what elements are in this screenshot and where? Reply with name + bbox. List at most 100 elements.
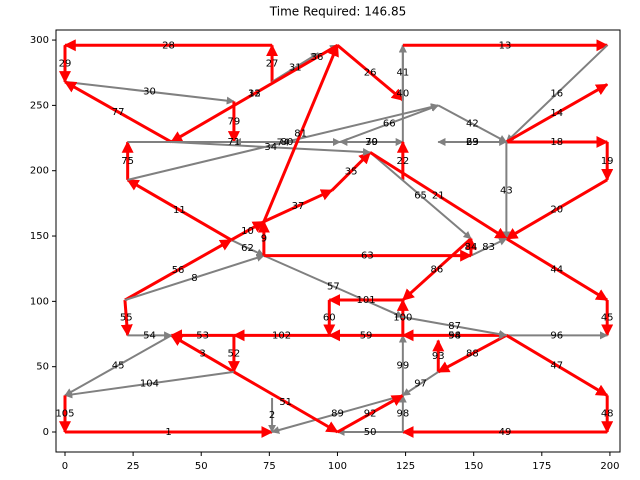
edge-label: 26 — [364, 68, 377, 79]
edge-arrow — [336, 44, 404, 102]
edge-arrow — [505, 237, 609, 302]
edge-arrow — [271, 394, 404, 434]
edge-label: 53 — [196, 330, 209, 341]
x-tick-label: 175 — [532, 461, 551, 472]
x-tick-label: 200 — [600, 461, 619, 472]
edge-label: 100 — [393, 313, 412, 324]
x-tick-label: 75 — [263, 461, 276, 472]
edge-label: 43 — [500, 185, 513, 196]
edge-label: 87 — [448, 321, 461, 332]
edge-arrow — [262, 44, 339, 223]
edge-arrow — [170, 334, 235, 374]
edge-label: 70 — [365, 137, 378, 148]
edge-arrow — [470, 237, 508, 257]
edge-label: 35 — [345, 166, 358, 177]
edge-label: 97 — [414, 379, 427, 390]
edge-label: 42 — [466, 119, 479, 130]
edge-arrow — [505, 83, 609, 144]
plot-frame — [55, 29, 621, 453]
edge-label: 18 — [550, 137, 563, 148]
edge-label: 13 — [499, 40, 512, 51]
edge-label: 105 — [55, 409, 74, 420]
edge-label: 56 — [172, 265, 185, 276]
y-tick-label: 250 — [30, 100, 49, 111]
edge-label: 104 — [140, 379, 159, 390]
edge-arrow — [505, 178, 608, 240]
edge-label: 8 — [191, 273, 197, 284]
edge-label: 94 — [448, 330, 461, 341]
edge-arrow — [437, 104, 508, 143]
edge-label: 36 — [311, 52, 324, 63]
edge-label: 45 — [112, 360, 125, 371]
x-tick-label: 0 — [62, 461, 68, 472]
edge-arrow — [64, 80, 235, 105]
edges — [58, 39, 614, 439]
y-tick-label: 200 — [30, 166, 49, 177]
edge-label: 20 — [550, 204, 563, 215]
edge-label: 12 — [248, 89, 261, 100]
edge-label: 23 — [466, 137, 479, 148]
edge-label: 11 — [173, 205, 186, 216]
edge-label: 86 — [431, 264, 444, 275]
edge-label: 30 — [143, 87, 156, 98]
y-tick-label: 50 — [36, 362, 49, 373]
edge-label: 51 — [279, 397, 292, 408]
edge-label: 74 — [277, 138, 290, 149]
edge-label: 10 — [241, 226, 254, 237]
edge-arrow — [230, 220, 265, 242]
edge-label: 52 — [228, 349, 241, 360]
edge-label: 45 — [601, 313, 614, 324]
edge-label: 65 — [414, 191, 427, 202]
edge-label: 39 — [365, 137, 378, 148]
edge-arrow — [330, 151, 372, 192]
edge-label: 29 — [59, 59, 72, 70]
edge-label: 37 — [292, 201, 305, 212]
edge-label: 79 — [228, 117, 241, 128]
edge-label: 60 — [323, 313, 336, 324]
edge-label: 31 — [289, 62, 302, 73]
edge-label: 83 — [482, 242, 495, 253]
edge-arrow — [401, 237, 472, 302]
edge-label: 14 — [550, 108, 563, 119]
edge-label: 58 — [448, 330, 461, 341]
y-tick-label: 150 — [30, 231, 49, 242]
x-tick-label: 125 — [396, 461, 415, 472]
edge-label: 99 — [396, 360, 409, 371]
edge-label: 50 — [364, 427, 377, 438]
edge-label: 44 — [550, 264, 563, 275]
x-tick-label: 100 — [328, 461, 347, 472]
x-tick-label: 50 — [195, 461, 208, 472]
edge-label: 47 — [550, 360, 563, 371]
edge-arrow — [505, 44, 608, 143]
edge-label: 1 — [165, 427, 171, 438]
edge-label: 22 — [396, 156, 409, 167]
edge-arrow — [230, 239, 265, 257]
edge-label: 3 — [199, 349, 205, 360]
edge-label: 71 — [228, 137, 241, 148]
y-tick-label: 300 — [30, 35, 49, 46]
edge-label: 93 — [432, 351, 445, 362]
edge-label: 96 — [550, 330, 563, 341]
edge-arrow — [263, 188, 334, 224]
edge-label: 21 — [432, 191, 445, 202]
edge-label: 62 — [241, 243, 254, 254]
edge-arrow — [402, 316, 508, 339]
edge-label: 59 — [360, 330, 373, 341]
x-tick-label: 150 — [464, 461, 483, 472]
edge-arrow — [263, 254, 404, 318]
edge-label: 66 — [383, 119, 396, 130]
edge-arrow — [126, 178, 232, 242]
edge-arrow — [64, 334, 172, 397]
chart-title: Time Required: 146.85 — [269, 5, 406, 19]
edge-label: 89 — [331, 409, 344, 420]
edge-label: 81 — [294, 128, 307, 139]
edge-label: 92 — [364, 409, 377, 420]
edge-arrow — [339, 104, 440, 143]
edge-arrow — [63, 80, 172, 144]
edge-label: 88 — [466, 349, 479, 360]
edge-arrow — [369, 151, 472, 240]
edge-label: 63 — [361, 251, 374, 262]
edge-label: 54 — [143, 330, 156, 341]
edge-label: 34 — [264, 142, 277, 153]
edge-arrow — [437, 334, 508, 374]
